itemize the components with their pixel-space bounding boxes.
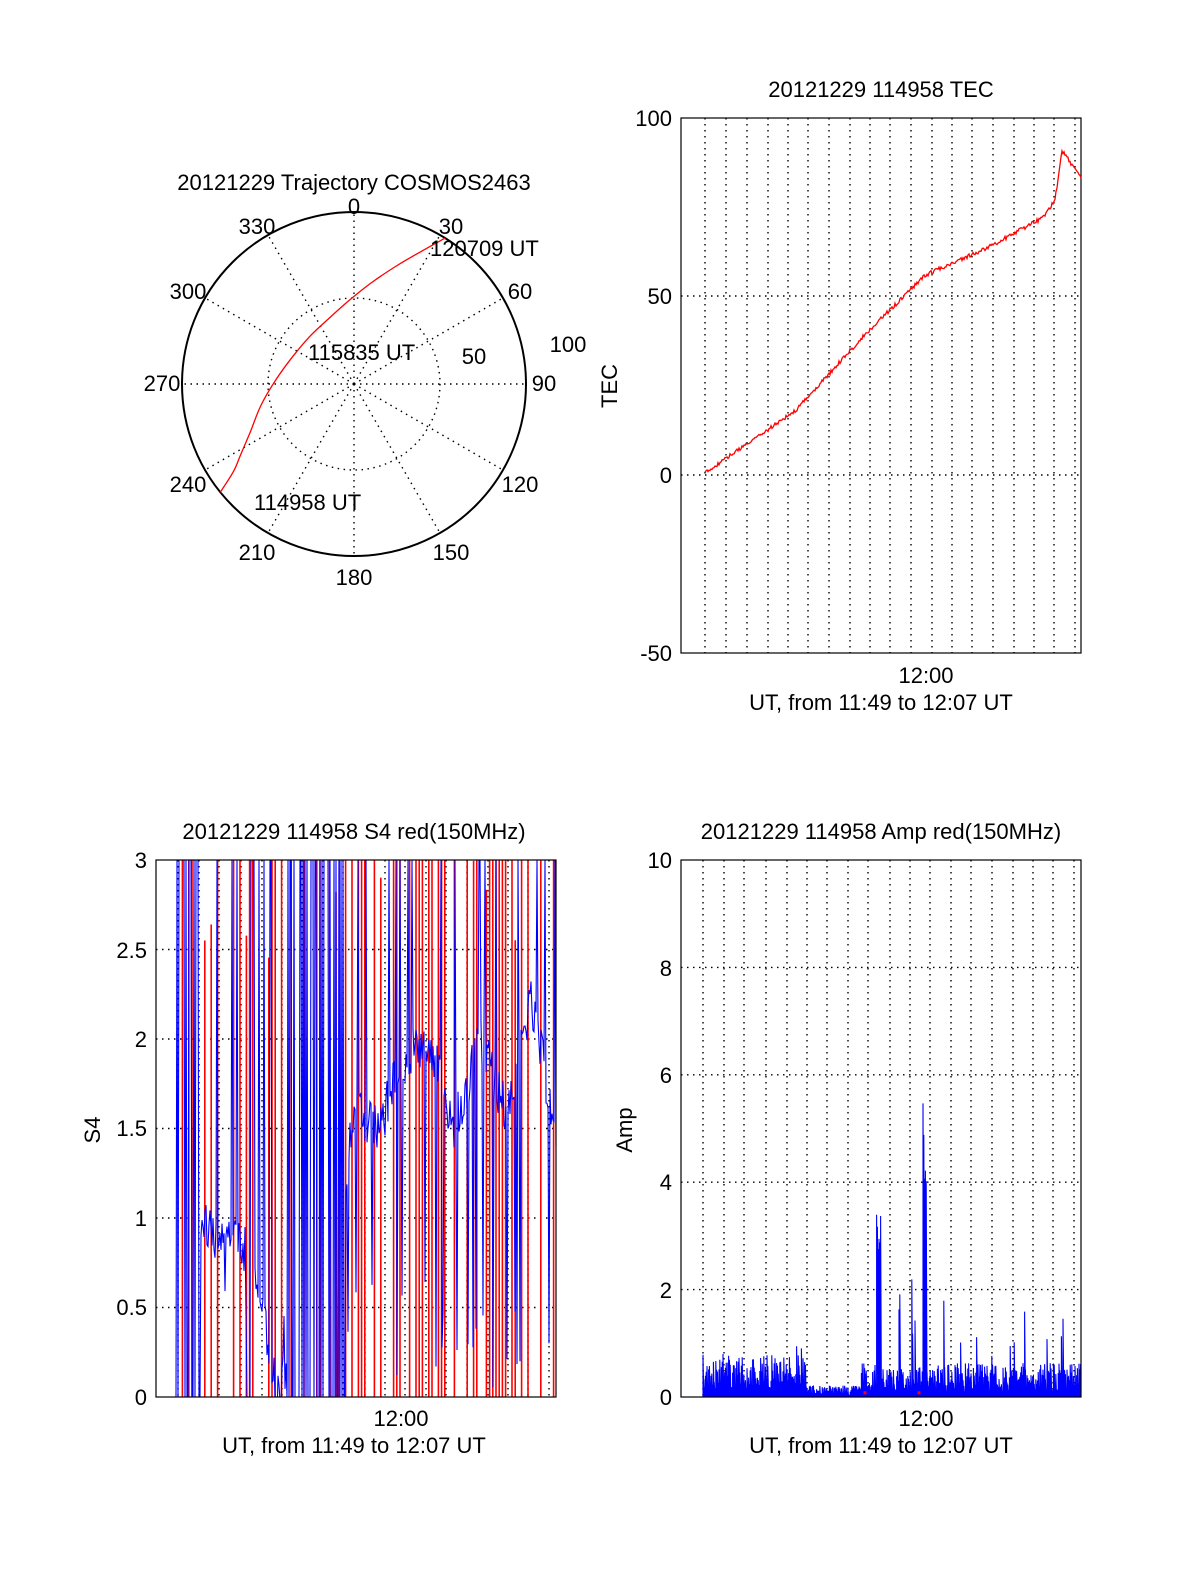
angle-label-120: 120 xyxy=(502,472,539,497)
angle-label-300: 300 xyxy=(170,279,207,304)
s4-xtick-1200: 12:00 xyxy=(373,1406,428,1431)
polar-spoke-120 xyxy=(353,383,504,471)
polar-spoke-240 xyxy=(204,383,355,471)
amp-xlabel: UT, from 11:49 to 12:07 UT xyxy=(749,1433,1013,1458)
s4-ytick-3: 3 xyxy=(135,848,147,873)
s4-ylabel: S4 xyxy=(80,1117,105,1144)
amp-red-point xyxy=(863,1391,867,1395)
angle-label-30: 30 xyxy=(439,214,463,239)
s4-ytick-1: 1 xyxy=(135,1206,147,1231)
amp-ytick-2: 2 xyxy=(660,1278,672,1303)
angle-label-330: 330 xyxy=(239,214,276,239)
amp-title: 20121229 114958 Amp red(150MHz) xyxy=(701,819,1061,844)
amp-plot-frame xyxy=(680,859,1082,1398)
amp-red-series xyxy=(863,1391,921,1395)
s4-plot-area xyxy=(156,860,556,1397)
amp-ytick-4: 4 xyxy=(660,1170,672,1195)
tec-series-line xyxy=(704,148,1082,473)
trajectory-start-label: 114958 UT xyxy=(254,490,361,515)
tec-xlabel: UT, from 11:49 to 12:07 UT xyxy=(749,690,1013,715)
polar-outer-circle xyxy=(181,211,527,557)
tec-ytick-minus50: -50 xyxy=(640,641,672,666)
angle-label-210: 210 xyxy=(239,540,276,565)
amp-panel: 20121229 114958 Amp red(150MHz) 10 8 6 4… xyxy=(612,819,1082,1458)
amp-ytick-0: 0 xyxy=(660,1385,672,1410)
s4-ytick-2: 2 xyxy=(135,1027,147,1052)
s4-ytick-2-5: 2.5 xyxy=(116,938,147,963)
angle-label-180: 180 xyxy=(336,565,373,590)
amp-ytick-6: 6 xyxy=(660,1063,672,1088)
s4-blue-series xyxy=(175,860,556,1397)
amp-blue-series xyxy=(702,1103,1081,1397)
tec-panel: 20121229 114958 TEC 100 50 0 -50 12:00 U… xyxy=(597,77,1082,715)
angle-label-270: 270 xyxy=(144,371,181,396)
polar-inner-circle xyxy=(267,297,441,471)
amp-grid xyxy=(681,860,1081,1397)
polar-angle-labels: 0 30 60 90 120 150 180 210 240 270 300 3… xyxy=(144,194,557,590)
s4-panel: 20121229 114958 S4 red(150MHz) 3 2.5 2 1… xyxy=(80,819,557,1458)
trajectory-line xyxy=(219,237,446,493)
s4-plot-frame xyxy=(155,859,557,1398)
s4-ytick-0: 0 xyxy=(135,1385,147,1410)
s4-xlabel: UT, from 11:49 to 12:07 UT xyxy=(222,1433,486,1458)
tec-ytick-50: 50 xyxy=(648,284,672,309)
polar-spoke-150 xyxy=(353,383,441,534)
amp-ylabel: Amp xyxy=(612,1107,637,1152)
s4-grid xyxy=(156,860,556,1397)
amp-xtick-1200: 12:00 xyxy=(898,1406,953,1431)
trajectory-mid-label: 115835 UT xyxy=(308,340,415,365)
amp-ytick-10: 10 xyxy=(648,848,672,873)
tec-grid xyxy=(681,118,1081,653)
trajectory-end-label: 120709 UT xyxy=(430,236,539,261)
s4-title: 20121229 114958 S4 red(150MHz) xyxy=(182,819,525,844)
s4-ytick-1-5: 1.5 xyxy=(116,1116,147,1141)
radius-label-100: 100 xyxy=(550,332,587,357)
amp-red-point xyxy=(917,1391,921,1395)
tec-plot-frame xyxy=(680,117,1082,654)
trajectory-title: 20121229 Trajectory COSMOS2463 xyxy=(177,170,530,195)
amp-ytick-8: 8 xyxy=(660,956,672,981)
tec-ytick-100: 100 xyxy=(635,106,672,131)
radius-label-50: 50 xyxy=(462,344,486,369)
angle-label-240: 240 xyxy=(170,472,207,497)
tec-ylabel: TEC xyxy=(597,364,622,408)
amp-plot-area xyxy=(681,860,1081,1397)
angle-label-0: 0 xyxy=(348,194,360,219)
angle-label-150: 150 xyxy=(433,540,470,565)
s4-ytick-0-5: 0.5 xyxy=(116,1295,147,1320)
tec-title: 20121229 114958 TEC xyxy=(768,77,994,102)
angle-label-60: 60 xyxy=(508,279,532,304)
s4-blue-line xyxy=(175,860,556,1397)
angle-label-90: 90 xyxy=(532,371,556,396)
tec-xtick-1200: 12:00 xyxy=(898,663,953,688)
tec-ytick-0: 0 xyxy=(660,463,672,488)
trajectory-panel: 20121229 Trajectory COSMOS2463 0 30 60 9… xyxy=(144,170,587,590)
